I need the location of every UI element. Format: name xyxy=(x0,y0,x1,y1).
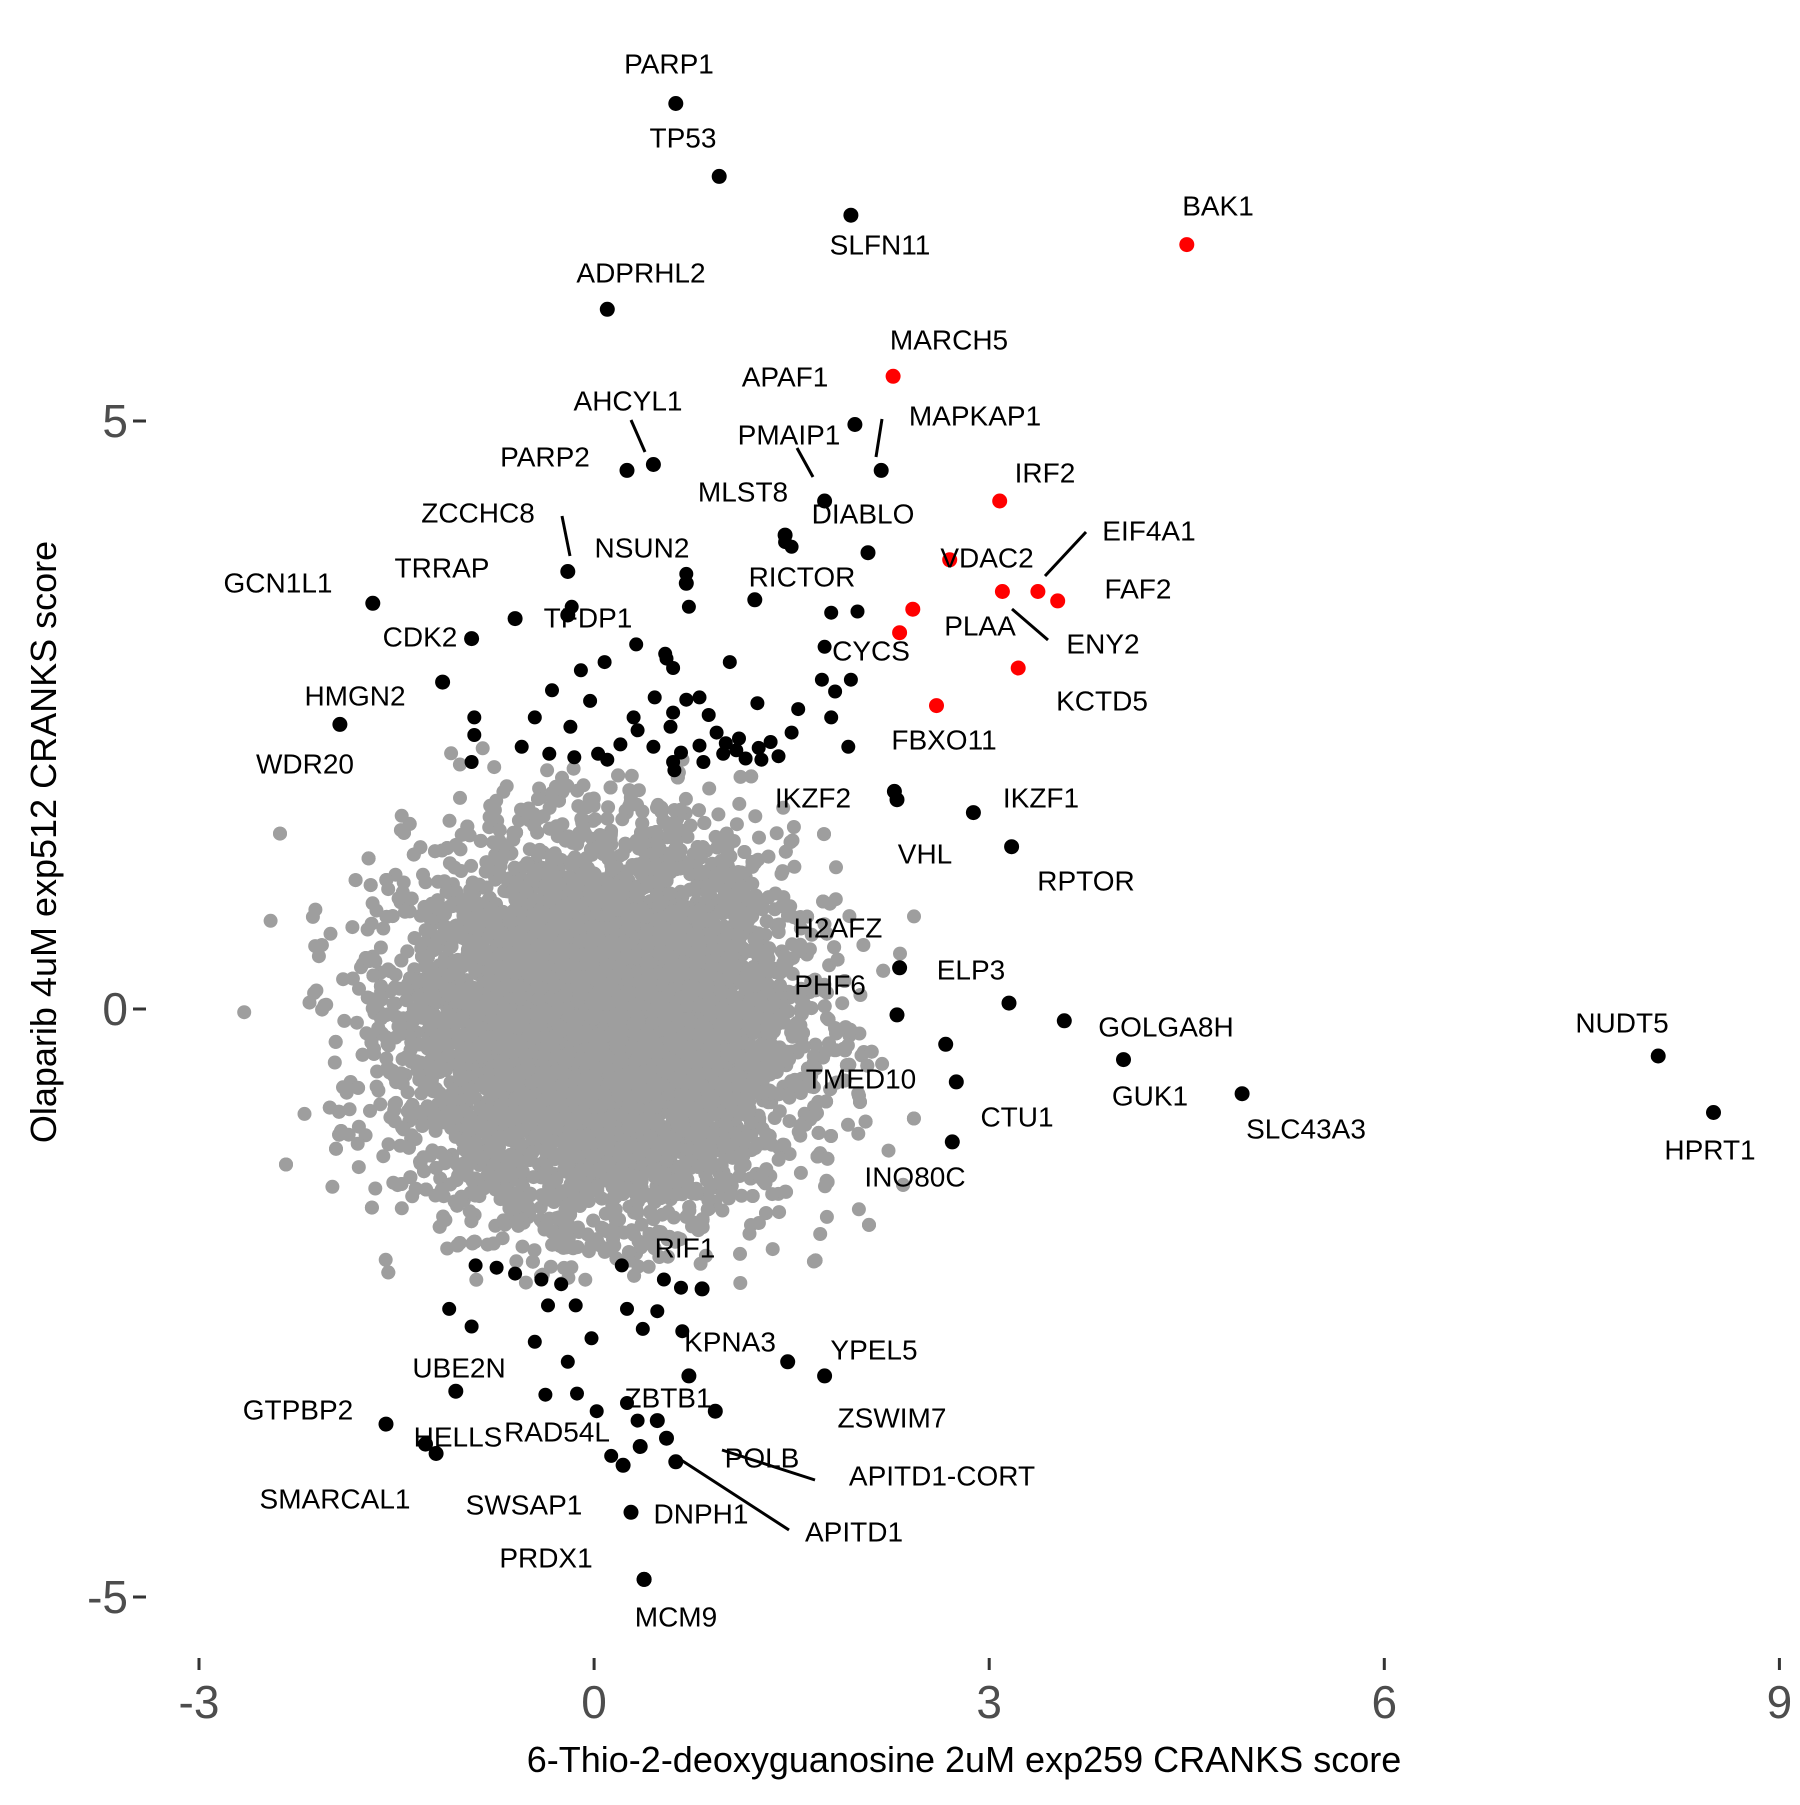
background-point xyxy=(381,1137,396,1152)
background-point xyxy=(352,981,366,996)
background-point xyxy=(600,811,615,826)
background-point xyxy=(311,949,326,964)
background-point xyxy=(782,1114,797,1129)
background-point xyxy=(748,855,762,870)
background-point xyxy=(641,1259,656,1274)
background-point xyxy=(368,1181,383,1196)
background-point xyxy=(511,813,526,828)
background-point xyxy=(772,1205,787,1220)
background-point xyxy=(765,1242,780,1257)
background-point xyxy=(402,904,417,919)
background-point xyxy=(841,1117,855,1132)
background-point xyxy=(732,1169,747,1183)
background-point xyxy=(769,826,784,841)
background-point xyxy=(829,860,843,875)
background-point xyxy=(378,1252,393,1267)
background-point xyxy=(237,1005,252,1020)
background-point xyxy=(851,1202,866,1217)
background-point xyxy=(342,1102,357,1117)
background-point xyxy=(566,761,581,776)
background-point xyxy=(363,1103,377,1118)
background-point xyxy=(388,1030,403,1045)
background-point xyxy=(804,927,819,942)
background-point xyxy=(702,781,717,796)
background-point xyxy=(349,1015,364,1030)
background-point xyxy=(323,926,338,941)
background-point xyxy=(351,1119,366,1134)
background-point xyxy=(345,920,360,935)
background-point xyxy=(787,859,802,874)
background-point xyxy=(433,1171,448,1186)
background-point xyxy=(693,1256,708,1271)
background-point xyxy=(748,809,763,824)
background-point xyxy=(752,830,766,845)
background-point xyxy=(771,1152,786,1167)
background-point xyxy=(475,741,490,756)
background-point xyxy=(793,1165,808,1180)
background-point xyxy=(875,1056,890,1071)
background-point xyxy=(666,1210,681,1225)
background-point xyxy=(842,909,857,924)
background-point xyxy=(734,1188,749,1203)
background-point xyxy=(540,763,555,778)
background-point xyxy=(442,813,457,828)
background-point xyxy=(601,800,616,815)
background-point xyxy=(376,921,391,936)
background-point xyxy=(453,790,467,805)
background-point xyxy=(624,768,639,783)
background-point xyxy=(487,760,502,775)
background-point xyxy=(325,1179,340,1194)
background-point xyxy=(597,1244,612,1259)
background-point xyxy=(452,757,467,772)
background-point xyxy=(606,1232,620,1247)
background-point xyxy=(373,1097,388,1112)
background-point xyxy=(819,1209,834,1224)
background-point xyxy=(337,1013,352,1028)
background-point xyxy=(758,927,773,942)
background-points xyxy=(237,741,921,1291)
background-point xyxy=(351,1160,366,1175)
background-point xyxy=(581,1244,596,1259)
background-point xyxy=(808,1037,823,1052)
background-point xyxy=(263,913,278,928)
background-point xyxy=(394,1201,409,1216)
background-point xyxy=(518,1275,533,1290)
background-point xyxy=(893,946,907,961)
